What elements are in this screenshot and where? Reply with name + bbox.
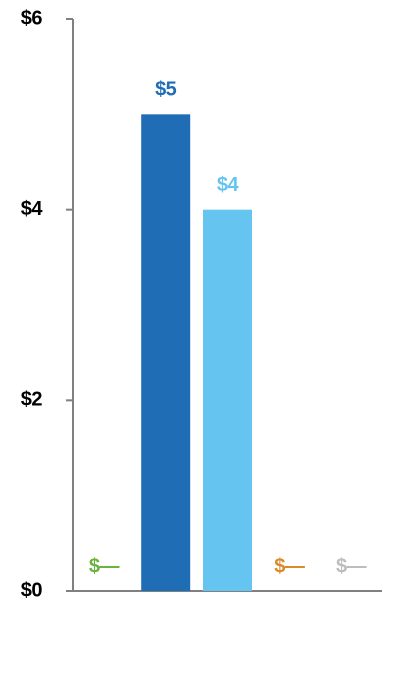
value-label: $— <box>274 555 305 577</box>
bar <box>203 209 252 591</box>
y-tick-label: $4 <box>21 198 44 220</box>
value-label: $5 <box>155 79 177 101</box>
value-label: $— <box>336 555 367 577</box>
y-tick-label: $2 <box>21 389 43 411</box>
value-label: $— <box>89 555 120 577</box>
y-tick-label: $6 <box>21 7 43 29</box>
value-label: $4 <box>217 174 240 196</box>
bar <box>141 114 191 591</box>
y-tick-label: $0 <box>21 579 43 601</box>
